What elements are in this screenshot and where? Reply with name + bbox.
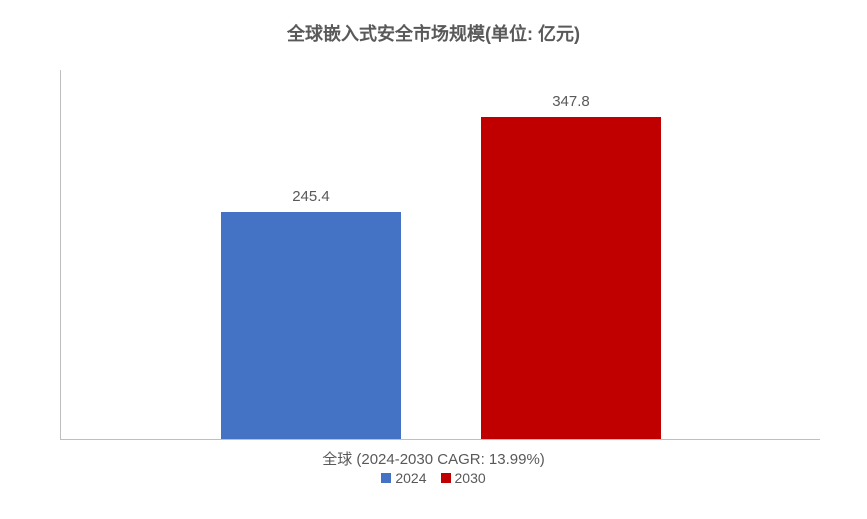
chart-container: 全球嵌入式安全市场规模(单位: 亿元) 245.4 347.8 全球 (2024-… <box>0 0 867 519</box>
legend-label-2030: 2030 <box>455 470 486 486</box>
legend-item-2030: 2030 <box>441 470 486 486</box>
bar-2030: 347.8 <box>481 117 661 439</box>
bar-label-2030: 347.8 <box>481 93 661 110</box>
legend-swatch-2030 <box>441 473 451 483</box>
plot-area: 245.4 347.8 <box>60 70 820 440</box>
bar-2024: 245.4 <box>221 212 401 439</box>
legend: 2024 2030 <box>0 470 867 486</box>
legend-item-2024: 2024 <box>381 470 426 486</box>
x-axis-category-label: 全球 (2024-2030 CAGR: 13.99%) <box>0 448 867 469</box>
legend-label-2024: 2024 <box>395 470 426 486</box>
chart-title: 全球嵌入式安全市场规模(单位: 亿元) <box>0 20 867 46</box>
bar-label-2024: 245.4 <box>221 188 401 205</box>
legend-swatch-2024 <box>381 473 391 483</box>
